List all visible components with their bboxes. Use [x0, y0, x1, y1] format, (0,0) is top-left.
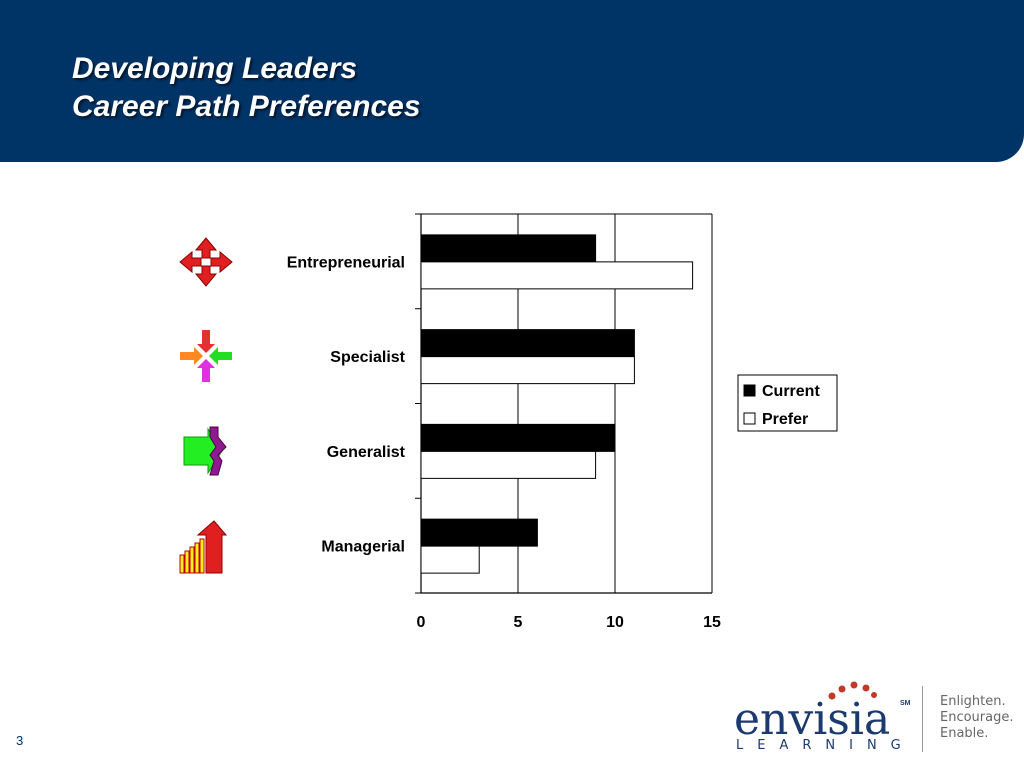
converging-arrows-icon	[180, 330, 232, 382]
bar-prefer	[420, 450, 597, 479]
x-tick-label: 10	[606, 614, 624, 631]
page-number: 3	[16, 733, 24, 748]
legend-label: Current	[762, 383, 820, 400]
four-way-arrows-icon	[179, 237, 233, 287]
logo-dots-icon	[828, 681, 877, 700]
slide-header: Developing Leaders Career Path Preferenc…	[0, 0, 1024, 162]
title-line-2: Career Path Preferences	[72, 90, 421, 123]
logo-divider	[922, 686, 923, 752]
logo-service-mark: SM	[900, 700, 911, 707]
x-tick-label: 5	[514, 614, 523, 631]
bar-current	[420, 329, 635, 358]
legend-label: Prefer	[762, 411, 808, 428]
x-tick-label: 15	[703, 614, 721, 631]
slide-title: Developing Leaders Career Path Preferenc…	[72, 50, 421, 126]
title-line-1: Developing Leaders	[72, 52, 358, 85]
envisia-logo: envisia SM LEARNING Enlighten. Encourage…	[730, 680, 1020, 760]
tagline-line-2: Encourage.	[940, 710, 1014, 725]
bar-prefer	[420, 261, 694, 290]
rising-bars-arrow-icon	[179, 520, 228, 574]
tagline-line-1: Enlighten.	[940, 694, 1006, 709]
tagline-line-3: Enable.	[940, 726, 989, 741]
bar-current	[420, 423, 616, 452]
category-label: Specialist	[330, 349, 405, 366]
bar-prefer	[420, 356, 635, 385]
bar-prefer	[420, 545, 480, 574]
category-label: Entrepreneurial	[287, 254, 405, 271]
logo-wordmark: envisia	[734, 694, 891, 745]
logo-subline: LEARNING	[736, 738, 915, 753]
logo-tagline: Enlighten. Encourage. Enable.	[940, 694, 1014, 742]
merging-arrows-icon	[183, 426, 227, 476]
legend-swatch	[743, 412, 756, 425]
category-label: Managerial	[321, 539, 405, 556]
bar-current	[420, 234, 597, 263]
category-label: Generalist	[327, 444, 406, 461]
legend-swatch	[743, 384, 756, 397]
bar-current	[420, 518, 538, 547]
x-tick-label: 0	[417, 614, 426, 631]
